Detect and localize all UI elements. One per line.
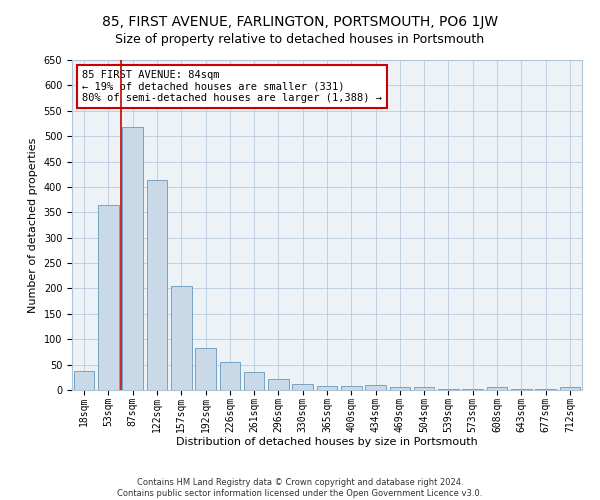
Bar [535,389,556,390]
Bar [220,362,240,390]
Text: Contains HM Land Registry data © Crown copyright and database right 2024.
Contai: Contains HM Land Registry data © Crown c… [118,478,482,498]
Bar [341,386,362,390]
Bar [195,348,216,390]
Bar [171,286,191,390]
Bar [511,389,532,390]
Bar [463,389,483,390]
Bar [317,386,337,390]
Bar [244,372,265,390]
Text: Size of property relative to detached houses in Portsmouth: Size of property relative to detached ho… [115,32,485,46]
Bar [389,388,410,390]
Bar [414,388,434,390]
Bar [268,379,289,390]
Bar [438,389,459,390]
Bar [98,204,119,390]
Bar [74,370,94,390]
X-axis label: Distribution of detached houses by size in Portsmouth: Distribution of detached houses by size … [176,437,478,447]
Bar [487,387,508,390]
Text: 85 FIRST AVENUE: 84sqm
← 19% of detached houses are smaller (331)
80% of semi-de: 85 FIRST AVENUE: 84sqm ← 19% of detached… [82,70,382,103]
Y-axis label: Number of detached properties: Number of detached properties [28,138,38,312]
Text: 85, FIRST AVENUE, FARLINGTON, PORTSMOUTH, PO6 1JW: 85, FIRST AVENUE, FARLINGTON, PORTSMOUTH… [102,15,498,29]
Bar [146,180,167,390]
Bar [365,385,386,390]
Bar [122,127,143,390]
Bar [292,384,313,390]
Bar [560,387,580,390]
